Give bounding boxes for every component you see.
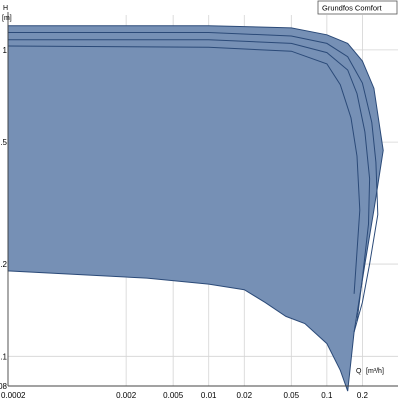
legend-box: [317, 0, 398, 15]
axes: [7, 12, 398, 387]
y-axis-unit: [m]: [2, 15, 12, 22]
curve-line-3: [7, 45, 361, 294]
tick-labels: 0.0002 0.002 0.005 0.01 0.02 0.05 0.1 0.2 0.08 0.…: [0, 46, 369, 400]
y-tick-label: 0.1: [0, 352, 8, 361]
curve-lines: [7, 32, 379, 333]
x-axis-label: Q: [356, 368, 362, 375]
x-tick-label: 0.005: [163, 391, 184, 400]
y-tick-label: 0.5: [0, 138, 8, 147]
y-tick-label: 0.2: [0, 260, 8, 269]
x-tick-label: 0.1: [321, 391, 333, 400]
x-axis-unit: [m³/h]: [366, 368, 384, 375]
x-tick-label: 0.0002: [1, 391, 26, 400]
x-tick-label: 0.01: [201, 391, 217, 400]
y-tick-label: 1: [3, 46, 8, 55]
curve-line-2: [8, 39, 371, 322]
x-tick-label: 0.02: [237, 391, 253, 400]
operating-region-area: [7, 25, 384, 392]
legend: Grundfos Comfort: [317, 0, 398, 15]
operating-region: [7, 25, 384, 392]
curve-line-1: [8, 32, 379, 333]
y-axis-label: H: [3, 5, 8, 12]
x-tick-label: 0.2: [357, 391, 369, 400]
x-tick-label: 0.05: [284, 391, 300, 400]
x-tick-label: 0.002: [116, 391, 137, 400]
legend-label: Grundfos Comfort: [322, 4, 383, 13]
y-tick-label: 0.08: [0, 382, 8, 391]
